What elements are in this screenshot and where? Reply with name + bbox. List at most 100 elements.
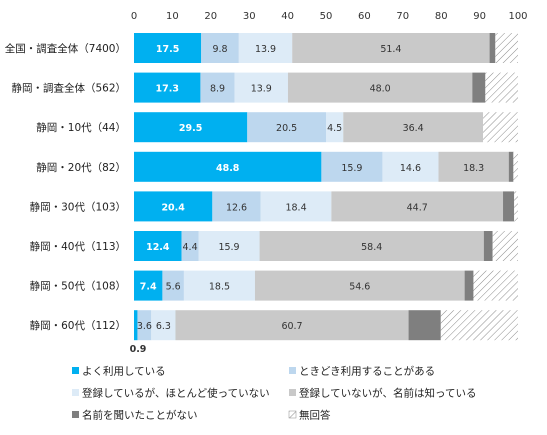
legend-label: 名前を聞いたことがない bbox=[82, 409, 198, 422]
data-label: 20.4 bbox=[161, 202, 185, 213]
bar-segment bbox=[473, 270, 518, 301]
x-tick-label: 20 bbox=[204, 11, 217, 22]
bar-segment bbox=[212, 191, 261, 222]
data-label: 29.5 bbox=[179, 123, 202, 134]
data-label: 12.6 bbox=[226, 202, 247, 213]
data-label: 0.9 bbox=[130, 344, 147, 355]
x-tick-label: 50 bbox=[320, 11, 333, 22]
bar-segment bbox=[408, 310, 441, 341]
bar-segment bbox=[238, 33, 293, 63]
bar-segment bbox=[321, 151, 383, 182]
bar-segment bbox=[134, 33, 202, 63]
legend-label: ときどき利用することがある bbox=[299, 365, 435, 378]
category-label: 全国・調査全体（7400） bbox=[5, 42, 126, 55]
category-label: 静岡・30代（103） bbox=[30, 200, 126, 213]
bar-segment bbox=[331, 191, 504, 222]
bar-segment bbox=[183, 270, 255, 301]
bar-segment bbox=[134, 191, 213, 222]
bar-segment bbox=[438, 151, 509, 182]
bar-segment bbox=[382, 151, 439, 182]
data-label: 48.8 bbox=[216, 163, 240, 174]
bar-segment bbox=[343, 112, 484, 143]
category-label: 静岡・60代（112） bbox=[30, 319, 126, 332]
x-tick-label: 70 bbox=[396, 11, 409, 22]
legend-swatch bbox=[72, 411, 79, 418]
data-label: 13.9 bbox=[251, 84, 272, 95]
data-label: 6.3 bbox=[156, 321, 171, 332]
data-label: 60.7 bbox=[281, 321, 302, 332]
bar-segment bbox=[472, 72, 486, 103]
bar-segment bbox=[464, 270, 474, 301]
data-label: 58.4 bbox=[361, 242, 382, 253]
bar-segment bbox=[134, 231, 182, 261]
legend-label: よく利用している bbox=[82, 366, 166, 378]
x-tick-label: 30 bbox=[243, 11, 256, 22]
bar-segment bbox=[181, 231, 199, 261]
data-label: 5.6 bbox=[166, 282, 181, 293]
category-label: 静岡・20代（82） bbox=[36, 161, 126, 174]
bar-segment bbox=[134, 310, 138, 341]
bar-segment bbox=[234, 72, 288, 103]
bar-segment bbox=[200, 72, 235, 103]
bar-segment bbox=[483, 231, 493, 261]
data-label: 7.4 bbox=[140, 282, 157, 293]
category-label: 静岡・40代（113） bbox=[30, 240, 126, 253]
legend-label: 登録しているが、ほとんど使っていない bbox=[82, 387, 270, 400]
x-axis-ticks: 0 10 20 30 40 50 60 70 80 90 100 bbox=[131, 11, 528, 22]
data-label: 18.3 bbox=[463, 163, 484, 174]
bar-segment bbox=[201, 33, 239, 63]
bars bbox=[134, 33, 518, 341]
bar-segment bbox=[440, 310, 518, 341]
data-label: 18.4 bbox=[285, 202, 306, 213]
data-label: 18.5 bbox=[209, 282, 230, 293]
bar-segment bbox=[495, 33, 518, 63]
bar-segment bbox=[485, 72, 518, 103]
legend-swatch bbox=[288, 410, 297, 419]
bar-segment bbox=[260, 191, 332, 222]
bar-segment bbox=[134, 270, 163, 301]
data-label: 54.6 bbox=[349, 282, 370, 293]
data-label: 17.3 bbox=[155, 84, 178, 95]
legend-label: 登録していないが、名前は知っている bbox=[299, 387, 476, 400]
bar-segment bbox=[134, 151, 322, 182]
x-tick-label: 80 bbox=[435, 11, 448, 22]
bar-segment bbox=[483, 112, 518, 143]
bar-segment bbox=[259, 231, 484, 261]
bar-segment bbox=[513, 151, 518, 182]
data-label: 44.7 bbox=[407, 202, 428, 213]
data-label: 4.4 bbox=[183, 242, 198, 253]
category-label: 静岡・10代（44） bbox=[36, 121, 126, 134]
bar-segment bbox=[137, 310, 152, 341]
data-label: 15.9 bbox=[218, 242, 239, 253]
bar-segment bbox=[292, 33, 490, 63]
data-label: 13.9 bbox=[255, 44, 276, 55]
bar-segment bbox=[151, 310, 176, 341]
legend-swatch bbox=[72, 367, 79, 374]
bar-segment bbox=[162, 270, 184, 301]
data-label: 14.6 bbox=[400, 163, 421, 174]
legend-swatch bbox=[289, 367, 296, 374]
x-tick-label: 100 bbox=[508, 11, 527, 22]
bar-segment bbox=[489, 33, 496, 63]
bar-segment bbox=[134, 72, 201, 103]
bar-segment bbox=[247, 112, 326, 143]
legend-swatch bbox=[289, 389, 296, 396]
data-label: 17.5 bbox=[156, 44, 179, 55]
data-labels: 17.5 9.8 13.9 51.4 17.3 8.9 13.9 48.0 29.5 20.5 4.… bbox=[130, 44, 485, 355]
data-label: 8.9 bbox=[210, 84, 225, 95]
bar-segment bbox=[198, 231, 260, 261]
data-label: 20.5 bbox=[276, 123, 297, 134]
legend-label: 無回答 bbox=[299, 409, 331, 422]
x-tick-label: 0 bbox=[131, 11, 137, 22]
data-label: 36.4 bbox=[403, 123, 424, 134]
bar-segment bbox=[134, 112, 248, 143]
data-label: 9.8 bbox=[212, 44, 227, 55]
bar-segment bbox=[326, 112, 344, 143]
bar-segment bbox=[287, 72, 473, 103]
bar-segment bbox=[254, 270, 465, 301]
bar-segment bbox=[503, 191, 515, 222]
legend-swatch bbox=[72, 389, 79, 396]
data-label: 51.4 bbox=[380, 44, 401, 55]
